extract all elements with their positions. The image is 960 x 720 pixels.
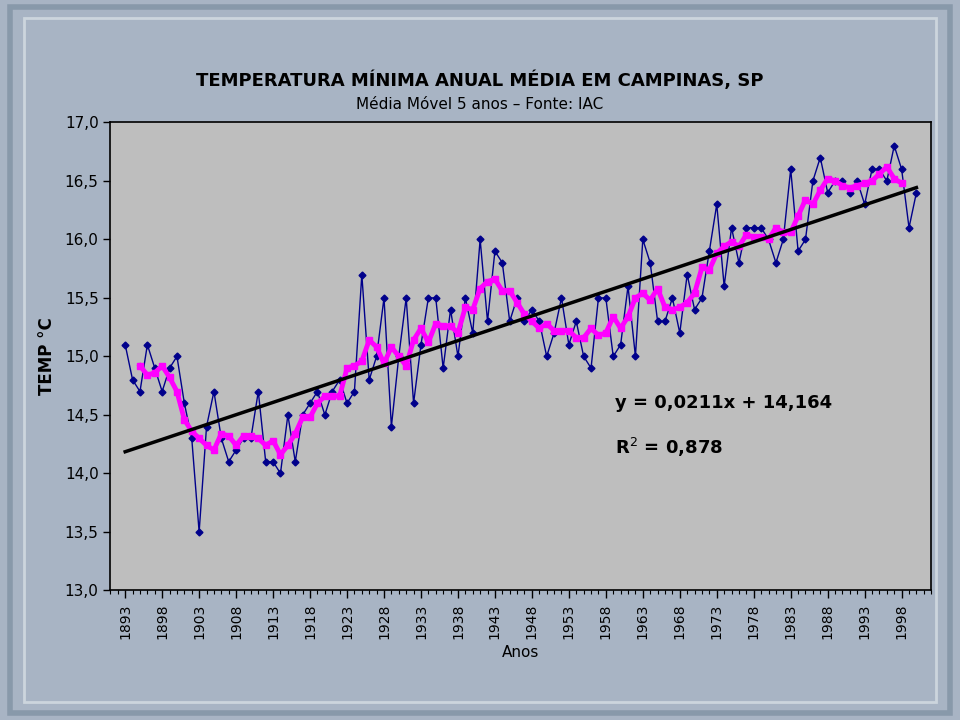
Text: y = 0,0211x + 14,164: y = 0,0211x + 14,164 (615, 394, 832, 412)
Text: Média Móvel 5 anos – Fonte: IAC: Média Móvel 5 anos – Fonte: IAC (356, 96, 604, 112)
Text: R$^2$ = 0,878: R$^2$ = 0,878 (615, 436, 723, 459)
Y-axis label: TEMP °C: TEMP °C (38, 318, 57, 395)
Text: TEMPERATURA MÍNIMA ANUAL MÉDIA EM CAMPINAS, SP: TEMPERATURA MÍNIMA ANUAL MÉDIA EM CAMPIN… (196, 71, 764, 90)
X-axis label: Anos: Anos (502, 644, 540, 660)
